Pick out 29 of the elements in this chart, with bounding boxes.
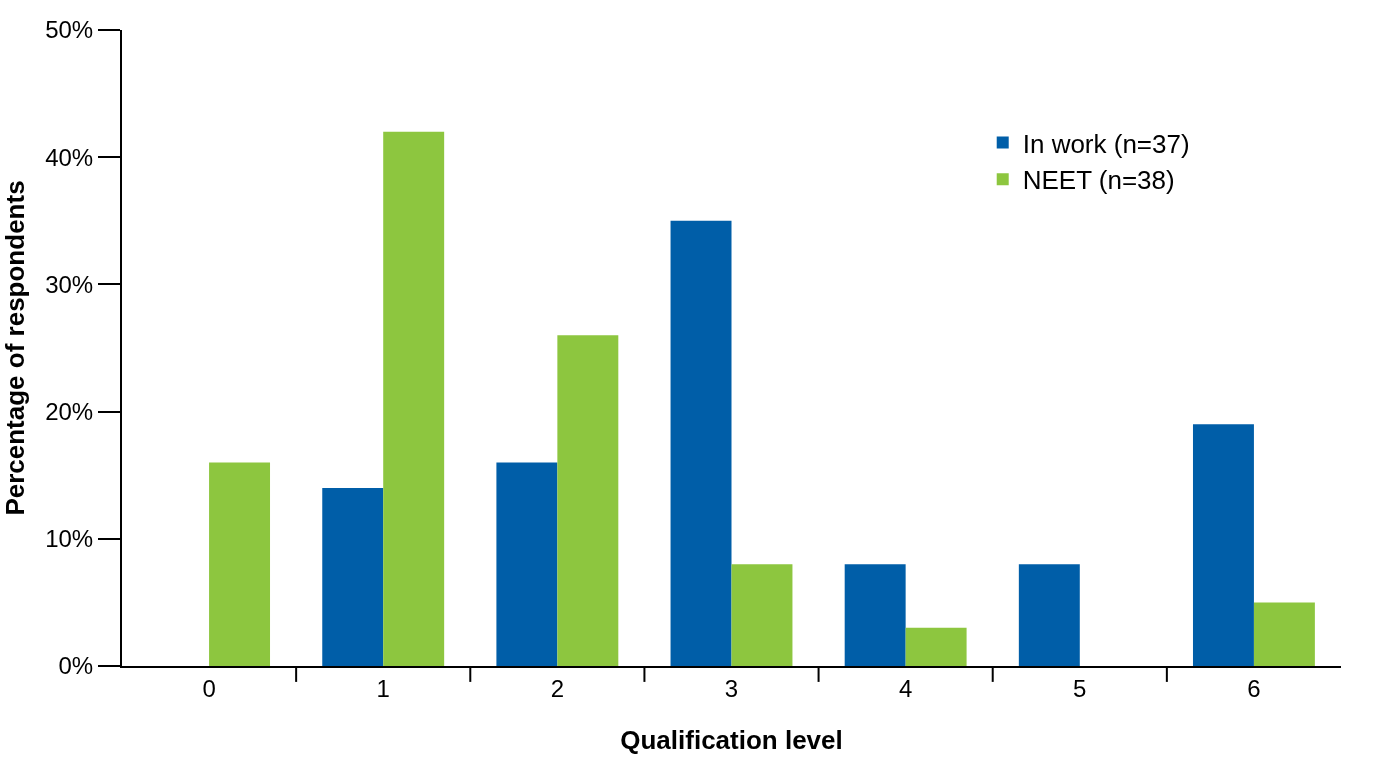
x-tick-label: 1 [376, 674, 390, 702]
bar [209, 462, 271, 666]
bar [844, 564, 906, 666]
x-axis-title: Qualification level [620, 725, 843, 755]
bar [557, 335, 619, 666]
y-tick-label: 40% [45, 143, 94, 171]
x-tick-label: 4 [898, 674, 913, 702]
bar [1018, 564, 1080, 666]
bar [731, 564, 793, 666]
y-tick-label: 50% [45, 16, 94, 44]
legend-label: In work (n=37) [1022, 128, 1190, 159]
bar [383, 131, 445, 666]
y-tick-label: 20% [45, 398, 94, 425]
x-tick-label: 3 [724, 674, 739, 702]
bar [905, 627, 967, 666]
y-tick-label: 10% [45, 525, 94, 553]
y-tick-label: 0% [58, 652, 94, 680]
x-tick-label: 5 [1073, 674, 1087, 702]
x-tick-label: 6 [1247, 674, 1261, 702]
legend-label: NEET (n=38) [1022, 165, 1175, 196]
y-axis-title: Percentage of respondents [0, 180, 30, 516]
bar [322, 487, 384, 666]
y-tick-label: 30% [45, 270, 94, 298]
x-tick-label: 2 [550, 674, 565, 702]
bar [1253, 602, 1315, 666]
bar [670, 220, 732, 666]
bar [496, 462, 558, 666]
x-tick-label: 0 [202, 674, 216, 702]
bar [1192, 424, 1254, 666]
